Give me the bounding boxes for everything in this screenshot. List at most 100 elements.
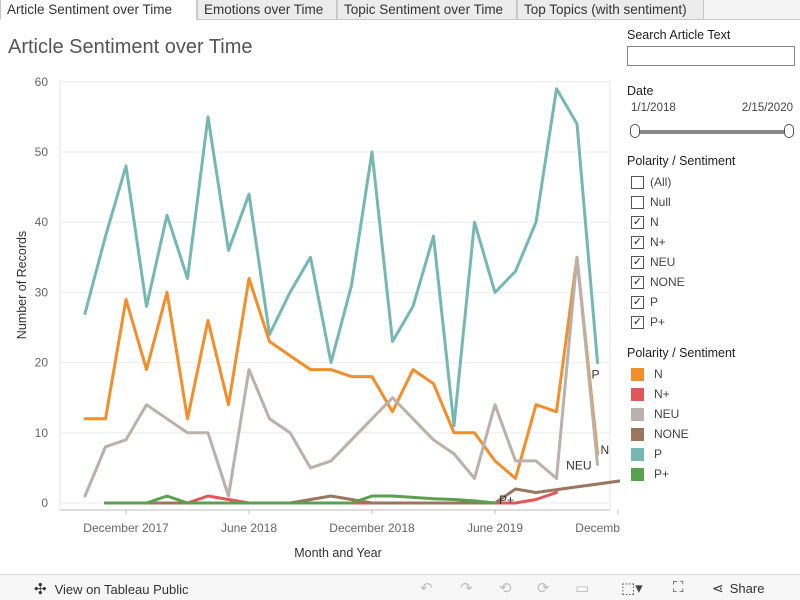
filter-option-label: P bbox=[650, 295, 659, 309]
footer-toolbar: ✣ View on Tableau Public ↶ ↷ ⟲ ⟳ ▭ ⬚▾ ⛶ … bbox=[0, 574, 800, 600]
legend-item[interactable]: P bbox=[627, 444, 797, 464]
checkbox-empty-icon[interactable] bbox=[631, 195, 644, 209]
filter-option[interactable]: ✓ N+ bbox=[627, 232, 797, 252]
tab-article-sentiment[interactable]: Article Sentiment over Time bbox=[0, 0, 197, 20]
legend-item[interactable]: N bbox=[627, 364, 797, 384]
polarity-filter: Polarity / Sentiment (All) Null ✓ N ✓ N+ ✓ NEU ✓… bbox=[627, 154, 797, 332]
checkbox-checked-icon[interactable]: ✓ bbox=[631, 315, 644, 329]
y-tick-label: 40 bbox=[35, 215, 49, 229]
legend-label: N+ bbox=[654, 387, 670, 401]
tab-top-topics[interactable]: Top Topics (with sentiment) bbox=[517, 0, 704, 20]
line-chart: 0 10 20 30 40 50 60 December 2017 June 2018 Decem… bbox=[15, 75, 620, 560]
filter-option-label: NONE bbox=[650, 275, 685, 289]
y-tick-label: 30 bbox=[35, 285, 49, 299]
legend-item[interactable]: NEU bbox=[627, 404, 797, 424]
filter-option[interactable]: ✓ P bbox=[627, 292, 797, 312]
filter-option-label: N+ bbox=[650, 235, 666, 249]
legend-label: N bbox=[654, 367, 663, 381]
redo-icon[interactable]: ↷ bbox=[460, 580, 473, 597]
checkbox-checked-icon[interactable]: ✓ bbox=[631, 255, 644, 269]
checkbox-checked-icon[interactable]: ✓ bbox=[631, 215, 644, 229]
color-legend: Polarity / Sentiment N N+ NEU NONE P P+ bbox=[627, 346, 797, 484]
series-line-neu bbox=[83, 255, 599, 498]
refresh-icon[interactable]: ⟳ bbox=[537, 580, 550, 597]
series-end-label: NEU bbox=[566, 458, 591, 472]
filter-option-label: (All) bbox=[650, 175, 672, 189]
filter-option-label: N bbox=[650, 215, 659, 229]
checkbox-checked-icon[interactable]: ✓ bbox=[631, 295, 644, 309]
filter-option[interactable]: (All) bbox=[627, 172, 797, 192]
polarity-filter-label: Polarity / Sentiment bbox=[627, 154, 736, 168]
download-icon[interactable]: ⬚▾ bbox=[621, 580, 643, 597]
series-line-n bbox=[83, 255, 599, 480]
legend-swatch bbox=[631, 367, 644, 381]
legend-label: NONE bbox=[654, 427, 689, 441]
legend-item[interactable]: P+ bbox=[627, 464, 797, 484]
view-label: View on Tableau Public bbox=[54, 581, 189, 597]
x-tick-label: June 2018 bbox=[221, 521, 277, 535]
filter-option[interactable]: ✓ N bbox=[627, 212, 797, 232]
share-label: Share bbox=[729, 581, 765, 596]
share-icon: ⋖ bbox=[712, 580, 724, 596]
checkbox-checked-icon[interactable]: ✓ bbox=[631, 275, 644, 289]
x-axis-title: Month and Year bbox=[294, 546, 382, 560]
x-tick-label: December 2017 bbox=[83, 521, 169, 535]
series-end-label: P bbox=[592, 368, 600, 382]
checkbox-empty-icon[interactable] bbox=[631, 175, 644, 189]
tab-topic-sentiment[interactable]: Topic Sentiment over Time bbox=[337, 0, 517, 20]
share-button[interactable]: ⋖ Share bbox=[712, 580, 764, 597]
filter-option-label: NEU bbox=[650, 255, 676, 269]
legend-title: Polarity / Sentiment bbox=[627, 346, 736, 360]
date-filter: Date 1/1/2018 2/15/2020 bbox=[627, 84, 797, 140]
legend-item[interactable]: N+ bbox=[627, 384, 797, 404]
series-line-p-plus bbox=[104, 494, 497, 505]
search-input[interactable] bbox=[627, 46, 795, 66]
legend-swatch bbox=[631, 467, 644, 481]
fullscreen-icon[interactable]: ⛶ bbox=[673, 579, 684, 596]
search-filter: Search Article Text bbox=[627, 28, 797, 66]
date-label: Date bbox=[627, 84, 654, 98]
legend-swatch bbox=[631, 427, 644, 441]
filter-option[interactable]: Null bbox=[627, 192, 797, 212]
y-tick-label: 60 bbox=[35, 75, 49, 89]
y-axis-title: Number of Records bbox=[15, 231, 29, 339]
filter-option[interactable]: ✓ NEU bbox=[627, 252, 797, 272]
y-tick-label: 20 bbox=[35, 356, 49, 370]
legend-label: P bbox=[654, 447, 663, 461]
page-title: Article Sentiment over Time bbox=[8, 36, 253, 58]
pause-icon[interactable]: ▭ bbox=[575, 580, 590, 597]
undo-icon[interactable]: ↶ bbox=[420, 580, 433, 597]
filter-option[interactable]: ✓ P+ bbox=[627, 312, 797, 332]
date-start: 1/1/2018 bbox=[631, 102, 676, 114]
slider-handle-end[interactable] bbox=[784, 124, 794, 138]
tab-bar: Article Sentiment over Time Emotions ove… bbox=[0, 0, 800, 20]
slider-track bbox=[633, 130, 791, 134]
y-tick-label: 50 bbox=[35, 145, 49, 159]
x-tick-label: December 2018 bbox=[329, 521, 415, 535]
search-label: Search Article Text bbox=[627, 28, 731, 42]
legend-item[interactable]: NONE bbox=[627, 424, 797, 444]
slider-handle-start[interactable] bbox=[630, 124, 640, 138]
filter-option-label: Null bbox=[650, 195, 671, 209]
revert-icon[interactable]: ⟲ bbox=[499, 580, 512, 597]
legend-label: NEU bbox=[654, 407, 680, 421]
tableau-logo-icon: ✣ bbox=[34, 581, 47, 598]
series-end-label: P+ bbox=[499, 493, 514, 507]
date-end: 2/15/2020 bbox=[741, 102, 793, 114]
y-tick-label: 10 bbox=[35, 426, 49, 440]
x-tick-label: June 2019 bbox=[467, 521, 523, 535]
view-on-tableau-link[interactable]: ✣ View on Tableau Public bbox=[34, 580, 189, 598]
filter-option[interactable]: ✓ NONE bbox=[627, 272, 797, 292]
x-tick-label: December 2019 bbox=[575, 521, 620, 535]
filter-option-label: P+ bbox=[650, 315, 666, 329]
series-line-p bbox=[83, 87, 599, 428]
legend-label: P+ bbox=[654, 467, 670, 481]
checkbox-checked-icon[interactable]: ✓ bbox=[631, 235, 644, 249]
date-range-slider[interactable] bbox=[627, 124, 797, 140]
legend-swatch bbox=[631, 447, 644, 461]
series-end-label: N bbox=[601, 443, 610, 457]
y-tick-label: 0 bbox=[41, 496, 48, 510]
legend-swatch bbox=[631, 407, 644, 421]
tab-emotions[interactable]: Emotions over Time bbox=[197, 0, 337, 20]
